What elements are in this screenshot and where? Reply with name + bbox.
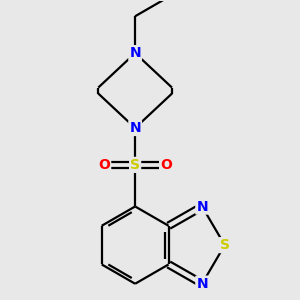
Text: S: S [220, 238, 230, 252]
Text: S: S [130, 158, 140, 172]
Text: N: N [196, 200, 208, 214]
Text: O: O [160, 158, 172, 172]
Text: N: N [129, 46, 141, 60]
Text: N: N [129, 121, 141, 135]
Text: N: N [196, 277, 208, 291]
Text: O: O [98, 158, 110, 172]
